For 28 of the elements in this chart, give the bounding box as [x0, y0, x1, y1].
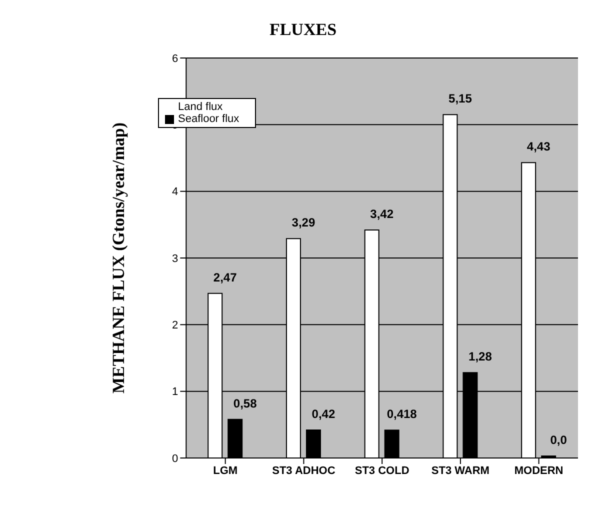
data-label: 0,418 [386, 407, 418, 422]
y-axis-title: METHANE FLUX (Gtons/year/map) [109, 122, 128, 394]
data-label: 4,43 [526, 140, 551, 154]
y-tick-label: 1 [172, 386, 178, 398]
bar [306, 430, 321, 458]
data-label: 2,47 [213, 270, 238, 284]
data-label: 5,15 [448, 92, 472, 106]
y-tick-label: 0 [172, 452, 178, 465]
bar [384, 430, 400, 458]
data-label: 3,42 [370, 207, 394, 221]
chart-title: FLUXES [268, 19, 338, 41]
y-tick-label: 6 [172, 52, 178, 65]
x-tick-label: ST3 COLD [354, 464, 410, 477]
data-label: 0,42 [312, 407, 336, 421]
x-tick-label: ST3 WARM [431, 464, 490, 477]
x-tick-label: MODERN [514, 464, 564, 477]
data-label: 3,29 [292, 216, 316, 230]
legend-label: Seafloor flux [178, 113, 240, 125]
data-label: 0,0 [550, 433, 568, 447]
text: Land flux [178, 101, 223, 113]
data-label: 0,58 [233, 396, 258, 410]
x-tick-label: LGM [213, 464, 238, 477]
y-tick-label: 3 [172, 252, 178, 265]
data-label: 1,28 [468, 350, 492, 364]
y-tick-label: 2 [172, 320, 178, 332]
y-tick-label: 4 [172, 186, 178, 198]
bar [228, 418, 243, 458]
x-tick-label: ST3 ADHOC [272, 464, 336, 477]
